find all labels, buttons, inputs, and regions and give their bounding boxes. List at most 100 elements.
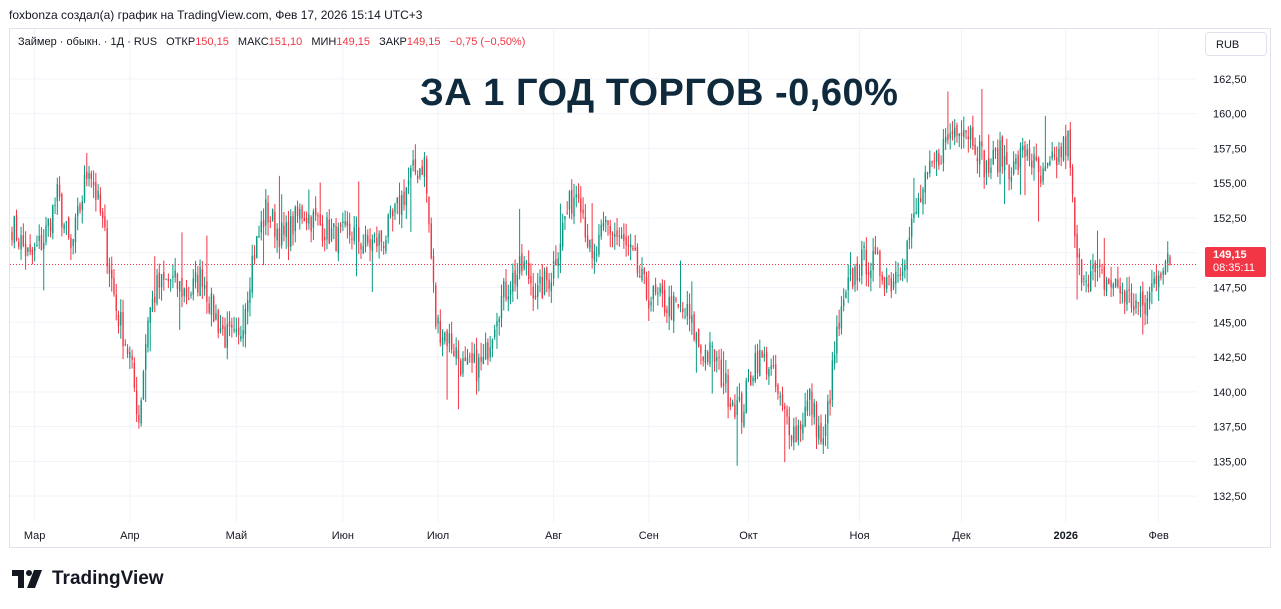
candle-body bbox=[1137, 302, 1139, 304]
candle-body bbox=[15, 215, 18, 241]
y-tick-label: 132,50 bbox=[1213, 491, 1247, 503]
candle-body bbox=[811, 391, 813, 415]
candle-body bbox=[1114, 278, 1117, 287]
low-value: 149,15 bbox=[336, 36, 371, 48]
chart-frame bbox=[9, 28, 1271, 548]
candle-body bbox=[607, 220, 609, 226]
candle-body bbox=[276, 228, 278, 241]
candle-body bbox=[663, 290, 666, 313]
candle-body bbox=[697, 328, 700, 347]
candle-body bbox=[86, 171, 88, 179]
candle-body bbox=[29, 244, 31, 252]
candle-body bbox=[489, 347, 491, 358]
candle-body bbox=[169, 280, 172, 282]
candle-body bbox=[845, 292, 847, 299]
candle-body bbox=[824, 424, 827, 436]
candle-body bbox=[267, 202, 269, 223]
candle-body bbox=[781, 394, 784, 407]
candle-body bbox=[623, 233, 625, 241]
candle-body bbox=[654, 284, 657, 293]
candle-body bbox=[527, 262, 530, 280]
candle-body bbox=[627, 244, 630, 246]
last-price-value: 149,15 bbox=[1213, 249, 1247, 261]
candle-body bbox=[872, 250, 874, 270]
candle-body bbox=[49, 222, 52, 232]
candle-body bbox=[364, 233, 367, 247]
candle-body bbox=[815, 404, 818, 437]
candle-body bbox=[591, 238, 593, 259]
candle-body bbox=[691, 315, 693, 323]
candle-body bbox=[684, 315, 686, 317]
tradingview-logo[interactable]: TradingView bbox=[12, 568, 164, 590]
candle-body bbox=[743, 412, 745, 427]
candle-body bbox=[1085, 280, 1087, 282]
candle-body bbox=[1126, 290, 1128, 305]
candle-body bbox=[1001, 136, 1004, 167]
candle-body bbox=[1128, 289, 1130, 291]
candle-body bbox=[1040, 175, 1042, 184]
candle-body bbox=[772, 365, 775, 367]
candle-body bbox=[700, 345, 702, 354]
candle-body bbox=[414, 159, 417, 173]
change-value: −0,75 (−0,50%) bbox=[449, 36, 526, 48]
candle-body bbox=[108, 263, 111, 274]
candle-body bbox=[709, 342, 711, 365]
x-tick-label: Фев bbox=[1149, 530, 1169, 542]
candle-body bbox=[167, 278, 170, 282]
candle-body bbox=[1035, 156, 1037, 161]
candle-body bbox=[1076, 233, 1078, 258]
candle-body bbox=[716, 357, 718, 361]
candle-body bbox=[396, 198, 398, 204]
candle-body bbox=[301, 206, 303, 219]
candle-body bbox=[804, 406, 806, 426]
candle-body bbox=[450, 333, 453, 350]
candle-body bbox=[1087, 283, 1090, 288]
candle-body bbox=[346, 221, 349, 227]
candle-body bbox=[960, 132, 963, 136]
candle-body bbox=[312, 211, 315, 228]
candle-body bbox=[124, 344, 127, 346]
candles bbox=[11, 88, 1171, 466]
candle-body bbox=[405, 187, 408, 206]
y-tick-label: 162,50 bbox=[1213, 74, 1247, 86]
candle-body bbox=[79, 204, 81, 212]
candle-body bbox=[360, 244, 362, 250]
candle-body bbox=[600, 224, 602, 237]
candle-body bbox=[518, 256, 521, 274]
candle-body bbox=[1019, 147, 1022, 168]
candle-body bbox=[473, 353, 475, 363]
y-tick-label: 135,00 bbox=[1213, 456, 1247, 468]
currency-button[interactable]: RUB bbox=[1205, 32, 1267, 56]
candle-body bbox=[326, 217, 328, 240]
symbol-legend: Займер · обыкн. · 1Д · RUS ОТКР150,15 МА… bbox=[18, 36, 525, 48]
candle-body bbox=[1062, 137, 1065, 161]
candle-body bbox=[994, 148, 997, 151]
candle-body bbox=[342, 221, 344, 224]
candle-body bbox=[620, 235, 623, 239]
candle-body bbox=[1051, 151, 1053, 159]
candle-body bbox=[614, 234, 616, 237]
candle-body bbox=[947, 134, 949, 141]
candle-body bbox=[201, 269, 204, 287]
candle-body bbox=[525, 262, 528, 265]
candle-body bbox=[532, 286, 534, 299]
candle-body bbox=[673, 295, 675, 322]
candle-body bbox=[1108, 278, 1110, 285]
x-tick-label: Май bbox=[226, 530, 248, 542]
candle-body bbox=[233, 329, 235, 331]
candle-body bbox=[944, 136, 947, 143]
candle-body bbox=[183, 288, 185, 296]
candle-body bbox=[428, 196, 430, 225]
candle-body bbox=[1155, 276, 1158, 284]
open-value: 150,15 bbox=[195, 36, 229, 48]
candle-body bbox=[688, 304, 691, 320]
candle-body bbox=[262, 219, 265, 228]
candle-body bbox=[403, 191, 405, 205]
candle-body bbox=[512, 272, 514, 292]
candle-body bbox=[1157, 275, 1160, 288]
candle-body bbox=[1069, 129, 1071, 168]
candle-body bbox=[111, 269, 113, 279]
candle-body bbox=[330, 227, 333, 241]
candle-body bbox=[70, 237, 72, 249]
